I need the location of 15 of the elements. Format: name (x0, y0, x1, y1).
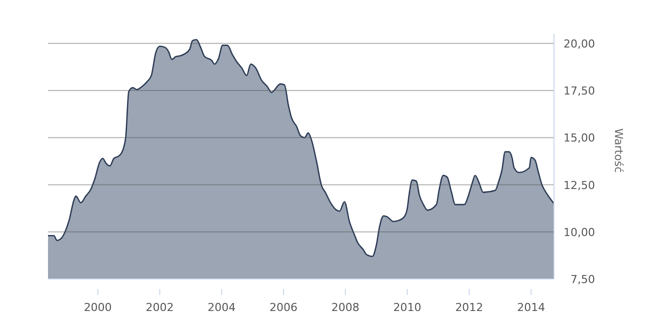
y-tick-label: 10,00 (564, 226, 595, 239)
y-tick-label: 7,50 (570, 273, 595, 286)
x-tick-label: 2002 (146, 301, 174, 314)
y-tick-label: 12,50 (564, 178, 595, 192)
y-tick-label: 17,50 (564, 84, 595, 98)
x-tick-label: 2014 (517, 301, 546, 314)
x-tick-label: 2004 (208, 301, 236, 314)
x-tick-label: 2006 (270, 301, 298, 314)
y-tick-label: 20,00 (564, 37, 595, 50)
y-axis-title: Wartość (612, 128, 625, 173)
x-tick-label: 2000 (84, 301, 112, 314)
x-tick-label: 2012 (455, 301, 484, 314)
x-tick-label: 2010 (393, 301, 422, 314)
x-tick-label: 2008 (331, 301, 360, 314)
y-tick-label: 15,00 (564, 132, 595, 145)
